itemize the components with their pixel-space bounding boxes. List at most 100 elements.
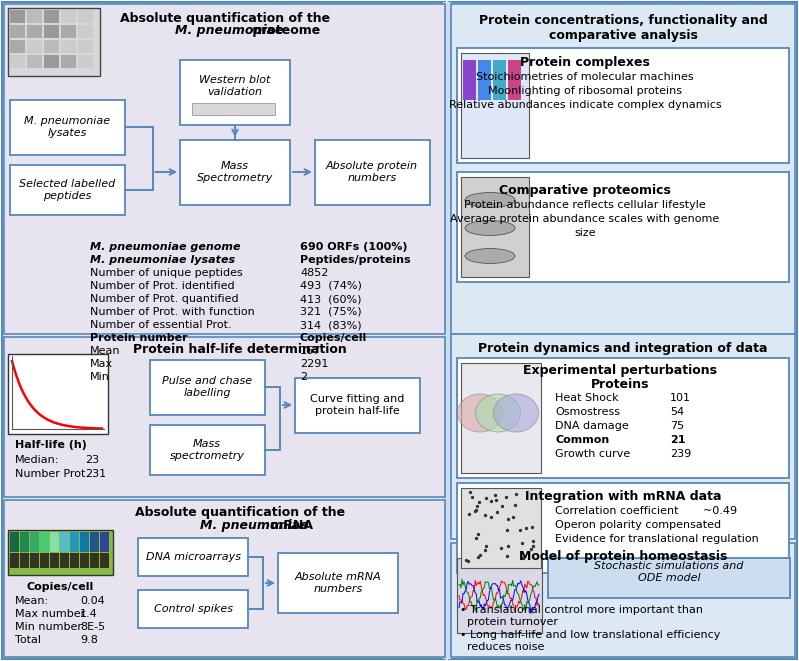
Bar: [180, 140, 290, 205]
Point: [525, 544, 538, 555]
Bar: [457, 172, 789, 282]
Text: Min number: Min number: [15, 622, 82, 632]
Bar: [90, 553, 99, 568]
Bar: [457, 48, 789, 163]
Bar: [493, 60, 506, 100]
Point: [489, 490, 502, 500]
Bar: [30, 532, 39, 552]
Point: [463, 508, 475, 519]
Bar: [78, 25, 93, 38]
Text: Osmostress: Osmostress: [555, 407, 620, 417]
Text: Copies/cell: Copies/cell: [300, 333, 368, 343]
Bar: [461, 177, 529, 277]
Bar: [61, 25, 76, 38]
Point: [472, 496, 485, 507]
Point: [479, 510, 491, 520]
Text: 1.4: 1.4: [80, 609, 97, 619]
Bar: [10, 10, 25, 23]
Bar: [78, 55, 93, 68]
Bar: [4, 337, 445, 497]
Text: Protein abundance reflects cellular lifestyle: Protein abundance reflects cellular life…: [464, 200, 706, 210]
Point: [525, 522, 538, 532]
Text: Correlation coefficient       ~0.49: Correlation coefficient ~0.49: [555, 506, 737, 516]
Text: 75: 75: [670, 421, 684, 431]
Point: [514, 525, 527, 535]
Bar: [70, 553, 79, 568]
Bar: [150, 360, 265, 415]
Bar: [451, 4, 795, 334]
Text: M. pneumoniae
lysates: M. pneumoniae lysates: [24, 116, 110, 137]
Text: • Translational control more important than
  protein turnover: • Translational control more important t…: [460, 605, 703, 627]
Bar: [2, 2, 445, 659]
Point: [474, 549, 487, 560]
Text: Absolute protein
numbers: Absolute protein numbers: [326, 161, 418, 183]
Text: 9.8: 9.8: [80, 635, 97, 645]
Text: 321  (75%): 321 (75%): [300, 307, 362, 317]
Text: Copies/cell: Copies/cell: [26, 582, 93, 592]
Bar: [315, 140, 430, 205]
Point: [471, 551, 484, 562]
Ellipse shape: [465, 249, 515, 264]
Text: Total: Total: [15, 635, 41, 645]
Bar: [27, 25, 42, 38]
Point: [462, 556, 475, 566]
Text: Common: Common: [555, 435, 610, 445]
Text: Protein half-life determination: Protein half-life determination: [133, 343, 347, 356]
Text: Experimental perturbations: Experimental perturbations: [523, 364, 717, 377]
Point: [485, 495, 498, 506]
Text: Max number: Max number: [15, 609, 85, 619]
Bar: [78, 40, 93, 53]
Text: Stochastic simulations and
ODE model: Stochastic simulations and ODE model: [594, 561, 744, 583]
Text: 231: 231: [85, 469, 106, 479]
Text: Growth curve: Growth curve: [555, 449, 630, 459]
Bar: [80, 553, 89, 568]
Bar: [78, 10, 93, 23]
Point: [480, 493, 493, 504]
Bar: [180, 60, 290, 125]
Bar: [100, 553, 109, 568]
Text: M. pneumoniae genome: M. pneumoniae genome: [90, 242, 240, 252]
Text: Number of essential Prot.: Number of essential Prot.: [90, 320, 232, 330]
Text: mRNA: mRNA: [266, 519, 313, 532]
Bar: [449, 2, 797, 659]
Text: Number Prot.: Number Prot.: [15, 469, 89, 479]
Text: Evidence for translational regulation: Evidence for translational regulation: [555, 534, 759, 544]
Bar: [10, 40, 25, 53]
Bar: [192, 103, 275, 115]
Bar: [10, 100, 125, 155]
Bar: [60, 553, 69, 568]
Text: Mass
spectrometry: Mass spectrometry: [169, 439, 244, 461]
Bar: [150, 425, 265, 475]
Text: 8E-5: 8E-5: [80, 622, 105, 632]
Bar: [451, 543, 795, 657]
Text: Absolute quantification of the: Absolute quantification of the: [135, 506, 345, 519]
Point: [460, 555, 473, 565]
Text: Min: Min: [90, 372, 110, 382]
Point: [466, 492, 479, 502]
Ellipse shape: [458, 394, 503, 432]
Point: [484, 512, 497, 522]
Bar: [30, 553, 39, 568]
Bar: [27, 10, 42, 23]
Bar: [8, 8, 100, 76]
Text: 239: 239: [670, 449, 691, 459]
Point: [508, 500, 521, 510]
Text: M. pneumoniae lysates: M. pneumoniae lysates: [90, 255, 235, 265]
Bar: [457, 558, 542, 633]
Text: • Long half-life and low translational efficiency
  reduces noise: • Long half-life and low translational e…: [460, 630, 721, 652]
Text: M. pneumoniae: M. pneumoniae: [200, 519, 308, 532]
Text: 690 ORFs (100%): 690 ORFs (100%): [300, 242, 407, 252]
Bar: [50, 553, 59, 568]
Bar: [10, 532, 19, 552]
Bar: [461, 363, 541, 473]
Text: M. pneumoniae: M. pneumoniae: [175, 24, 284, 37]
Text: Max: Max: [90, 359, 113, 369]
Point: [479, 545, 492, 555]
Bar: [451, 334, 795, 539]
Text: Control spikes: Control spikes: [153, 604, 233, 614]
Text: DNA microarrays: DNA microarrays: [145, 552, 240, 562]
Point: [470, 533, 483, 543]
Point: [468, 506, 481, 516]
Text: Mean:: Mean:: [15, 596, 49, 606]
Text: 21: 21: [670, 435, 686, 445]
